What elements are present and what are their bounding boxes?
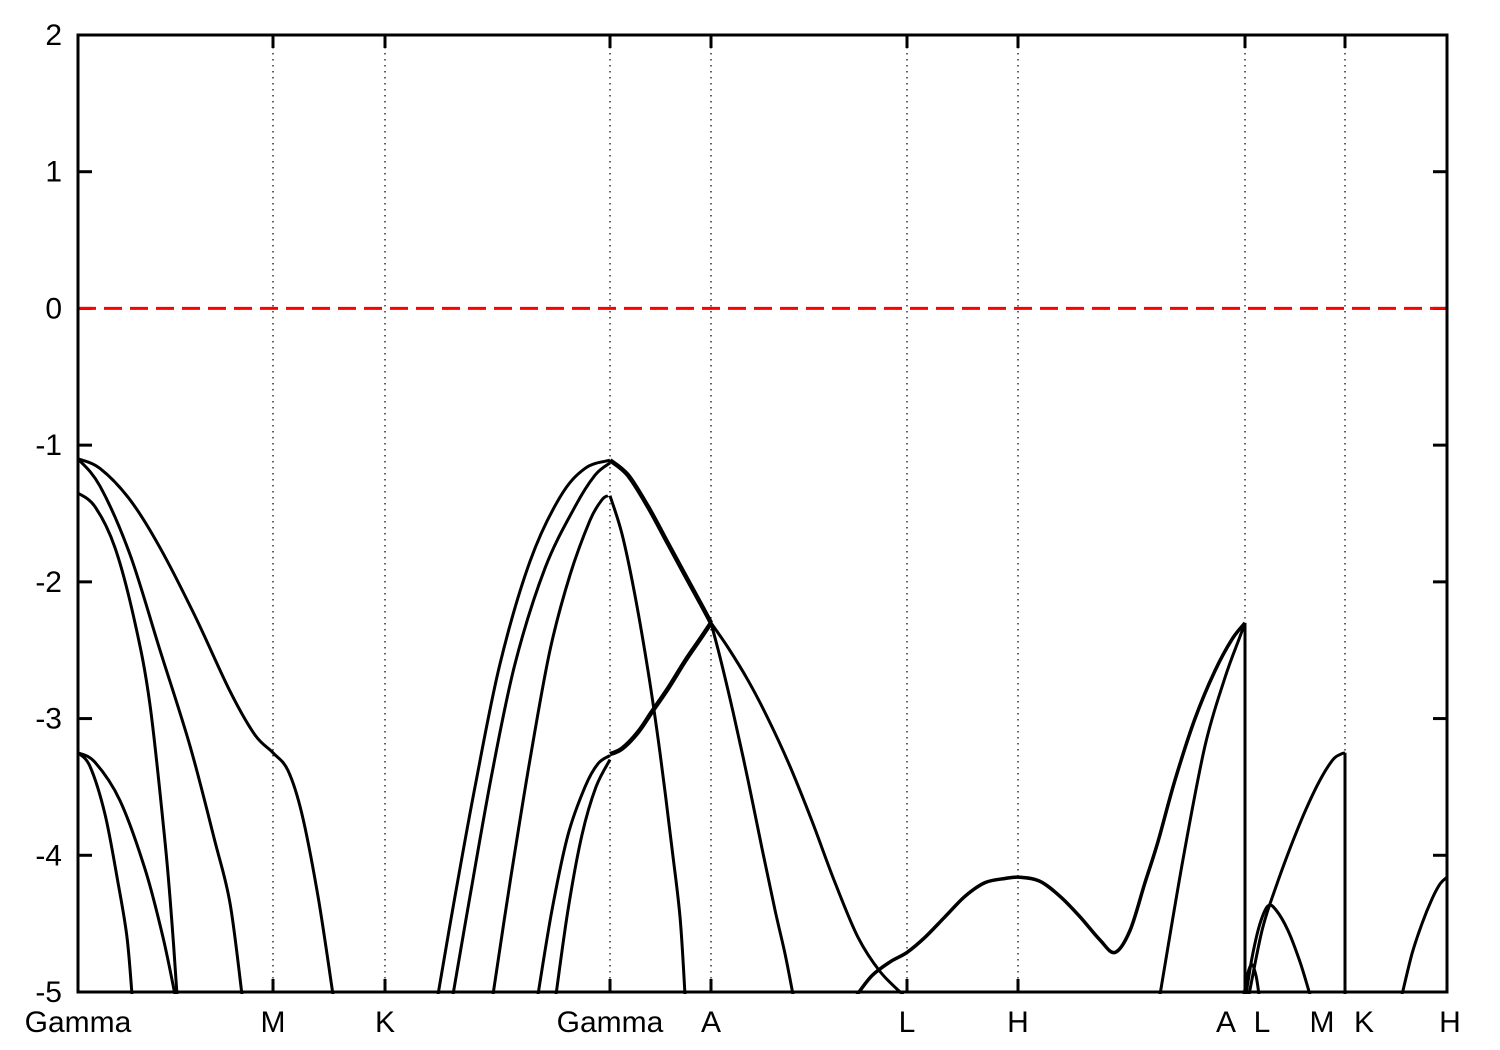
y-axis-tick-label: 1: [45, 156, 62, 189]
band-curve: [608, 495, 687, 994]
x-axis-kpoint-label: Gamma: [25, 1006, 132, 1039]
x-axis-kpoint-label: H: [1007, 1006, 1029, 1039]
x-axis-kpoint-label: Gamma: [557, 1006, 664, 1039]
x-axis-kpoint-label: A: [701, 1006, 721, 1039]
band-curve: [554, 758, 612, 994]
y-axis-tick-label: -2: [35, 566, 62, 599]
band-curve: [1244, 903, 1312, 994]
band-layer: [76, 457, 1449, 994]
y-axis-tick-label: -1: [35, 429, 62, 462]
x-axis-kpoint-label: H: [1439, 1006, 1461, 1039]
band-curve: [536, 754, 611, 994]
band-curve: [76, 751, 134, 994]
band-curve: [1242, 963, 1261, 994]
band-curve: [608, 458, 713, 624]
y-axis-tick-label: -5: [35, 976, 62, 1009]
x-axis-kpoint-label: A: [1216, 1006, 1236, 1039]
band-curve: [77, 751, 177, 994]
band-curve: [436, 458, 611, 994]
band-curve: [76, 457, 244, 994]
band-curve: [709, 622, 905, 994]
x-axis-kpoint-label: L: [1254, 1006, 1271, 1039]
band-curve: [77, 491, 179, 994]
band-curve: [451, 461, 611, 994]
band-curve: [1247, 751, 1346, 994]
band-curve: [855, 621, 1247, 994]
band-curve: [77, 457, 335, 994]
x-axis-kpoint-label: M: [1310, 1006, 1335, 1039]
x-axis-kpoint-label: K: [375, 1006, 395, 1039]
band-curve: [1400, 876, 1449, 994]
y-axis-tick-label: -4: [35, 839, 62, 872]
x-axis-kpoint-label: K: [1354, 1006, 1374, 1039]
band-curve: [709, 622, 795, 994]
band-curve: [1158, 622, 1247, 994]
y-axis-tick-label: 0: [45, 292, 62, 325]
band-curve: [491, 494, 609, 994]
x-axis-kpoint-label: M: [261, 1006, 286, 1039]
y-axis-tick-label: 2: [45, 19, 62, 52]
y-axis-tick-label: -3: [35, 703, 62, 736]
x-axis-kpoint-label: L: [899, 1006, 916, 1039]
plot-border: [76, 33, 1449, 994]
band-curve: [609, 621, 713, 757]
